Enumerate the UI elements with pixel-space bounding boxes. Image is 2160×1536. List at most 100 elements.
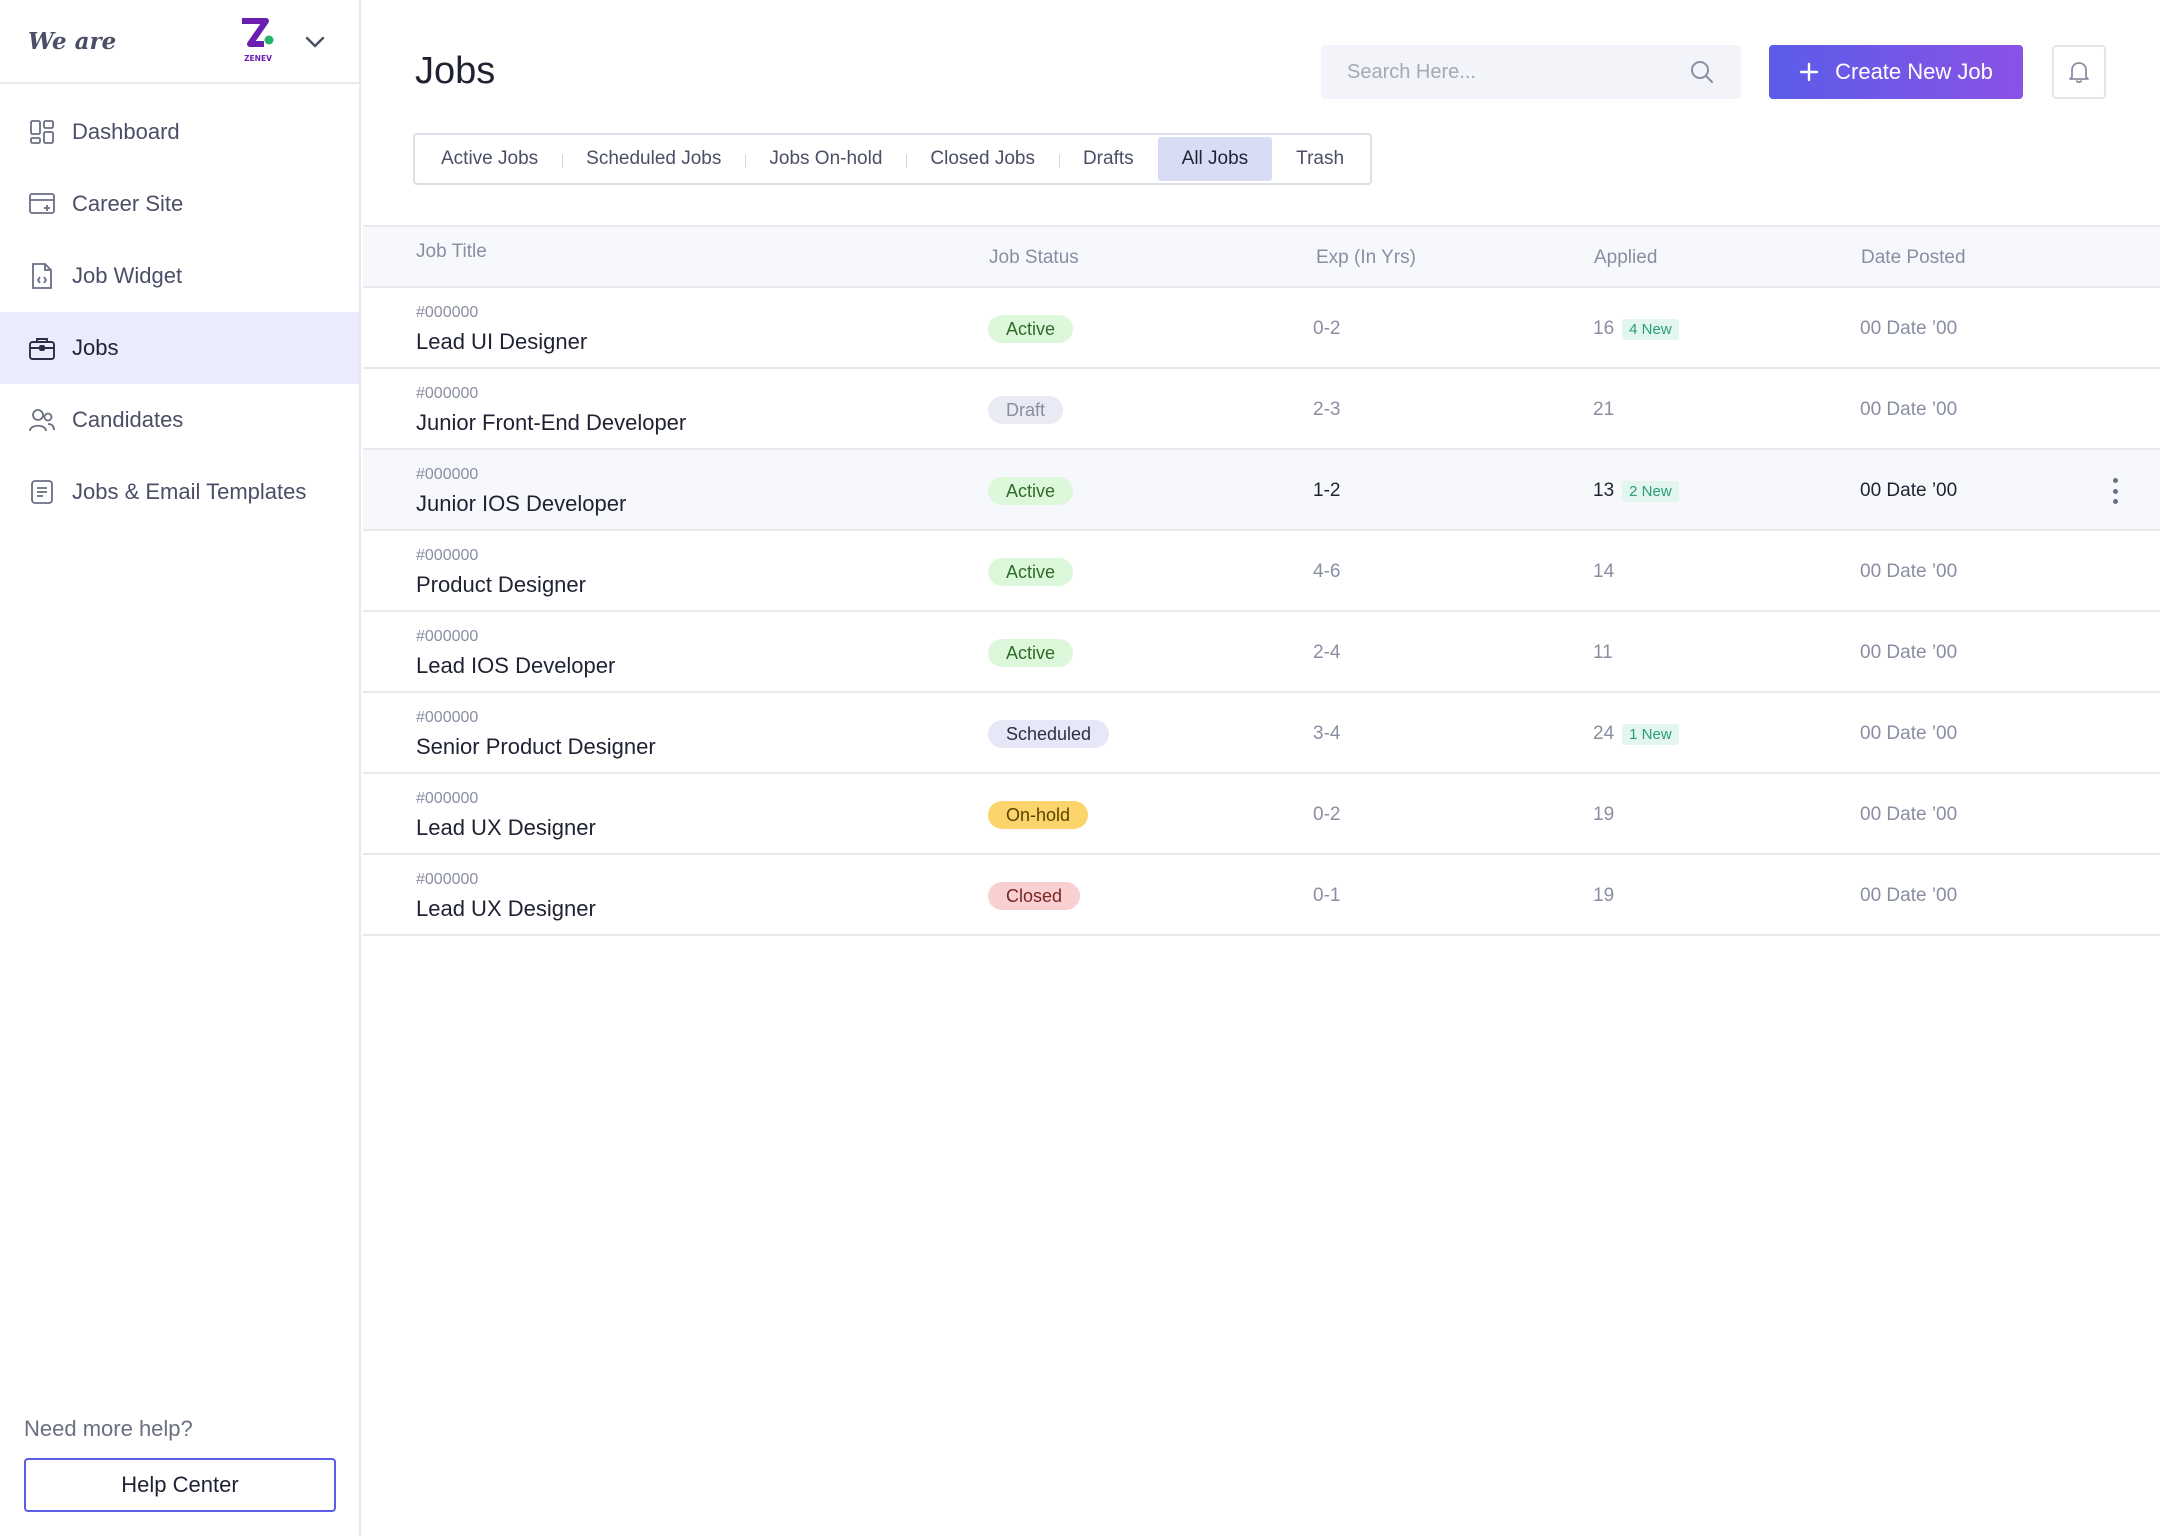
applied-count: 24 <box>1593 723 1615 744</box>
status-badge: On-hold <box>988 801 1089 829</box>
job-widget-icon <box>28 262 56 290</box>
sidebar-nav: Dashboard Career Site Job Widget Jobs <box>0 84 359 528</box>
table-row[interactable]: #000000 Product Designer Active 4-6 14 00 Dat… <box>363 531 2160 612</box>
applied-count: 19 <box>1593 885 1615 906</box>
job-id: #000000 <box>416 385 479 402</box>
search-input[interactable] <box>1347 60 1689 84</box>
sidebar-item-job-widget[interactable]: Job Widget <box>0 240 359 312</box>
experience-value: 0-2 <box>1313 804 1341 825</box>
table-row[interactable]: #000000 Senior Product Designer Scheduled 3… <box>363 693 2160 774</box>
create-new-job-label: Create New Job <box>1835 59 1993 84</box>
tab-drafts[interactable]: Drafts <box>1058 137 1158 181</box>
search-icon[interactable] <box>1689 59 1715 85</box>
sidebar-item-label: Dashboard <box>72 119 180 144</box>
column-header-date-posted[interactable]: Date Posted <box>1861 247 1966 268</box>
job-id: #000000 <box>416 628 479 645</box>
applied-count: 14 <box>1593 561 1615 582</box>
applied-cell: 11 <box>1593 642 1613 664</box>
sidebar-item-label: Candidates <box>72 407 184 432</box>
job-id: #000000 <box>416 547 479 564</box>
tab-closed-jobs[interactable]: Closed Jobs <box>906 137 1059 181</box>
table-row[interactable]: #000000 Lead IOS Developer Active 2-4 11 00 D… <box>363 612 2160 693</box>
column-header-job-title[interactable]: Job Title <box>416 241 487 262</box>
career-site-icon <box>28 190 56 218</box>
help-center-button[interactable]: Help Center <box>24 1458 336 1512</box>
experience-value: 1-2 <box>1313 480 1341 501</box>
job-title[interactable]: Lead UI Designer <box>416 329 588 354</box>
tab-active-jobs[interactable]: Active Jobs <box>441 148 539 169</box>
page-title: Jobs <box>415 50 496 92</box>
date-posted: 00 Date ’00 <box>1860 318 1958 339</box>
job-title[interactable]: Product Designer <box>416 572 586 597</box>
zenev-logo-icon: ZENEV <box>242 18 274 63</box>
brand-switcher[interactable]: We are ZENEV <box>0 0 359 84</box>
kebab-dot-icon <box>2112 488 2118 494</box>
sidebar-item-dashboard[interactable]: Dashboard <box>0 96 359 168</box>
job-title[interactable]: Senior Product Designer <box>416 734 656 759</box>
job-title[interactable]: Lead UX Designer <box>416 815 596 840</box>
experience-value: 0-2 <box>1313 318 1341 339</box>
tab-trash[interactable]: Trash <box>1296 148 1345 169</box>
table-row[interactable]: #000000 Junior IOS Developer Active 1-2 13 2 … <box>363 450 2160 531</box>
sidebar-item-jobs[interactable]: Jobs <box>0 312 359 384</box>
status-badge: Active <box>988 558 1074 586</box>
date-posted: 00 Date ’00 <box>1860 480 1958 501</box>
column-header-applied[interactable]: Applied <box>1594 247 1658 268</box>
applied-count: 11 <box>1593 642 1613 663</box>
new-applicants-badge: 4 New <box>1622 319 1679 340</box>
sidebar-item-label: Job Widget <box>72 263 183 288</box>
new-applicants-badge: 2 New <box>1622 481 1679 502</box>
job-id: #000000 <box>416 709 479 726</box>
table-row[interactable]: #000000 Lead UX Designer On-hold 0-2 19 00 Da… <box>363 774 2160 855</box>
job-id: #000000 <box>416 871 479 888</box>
sidebar-item-label: Jobs <box>72 335 119 360</box>
applied-cell: 13 2 New <box>1593 480 1679 502</box>
search-box <box>1321 45 1741 99</box>
column-header-exp[interactable]: Exp (In Yrs) <box>1316 247 1416 268</box>
job-title[interactable]: Lead IOS Developer <box>416 653 616 678</box>
experience-value: 0-1 <box>1313 885 1341 906</box>
row-more-options-button[interactable] <box>2103 474 2127 508</box>
applied-count: 13 <box>1593 480 1615 501</box>
help-text: Need more help? <box>24 1416 193 1441</box>
applied-count: 21 <box>1593 399 1615 420</box>
main-content: Jobs Create New Job Active Jobs Schedule <box>363 0 2160 1536</box>
experience-value: 2-3 <box>1313 399 1341 420</box>
tab-scheduled-jobs[interactable]: Scheduled Jobs <box>562 137 745 181</box>
job-id: #000000 <box>416 304 479 321</box>
sidebar-item-templates[interactable]: Jobs & Email Templates <box>0 456 359 528</box>
job-title[interactable]: Junior IOS Developer <box>416 491 627 516</box>
jobs-table: Job Title Job Status Exp (In Yrs) Applie… <box>363 225 2160 936</box>
date-posted: 00 Date ’00 <box>1860 399 1958 420</box>
table-row[interactable]: #000000 Lead UI Designer Active 0-2 16 4 New 0… <box>363 288 2160 369</box>
status-badge: Active <box>988 315 1074 343</box>
status-badge: Draft <box>988 396 1064 424</box>
tab-jobs-on-hold[interactable]: Jobs On-hold <box>745 137 906 181</box>
column-header-job-status[interactable]: Job Status <box>989 247 1079 268</box>
applied-cell: 19 <box>1593 885 1614 907</box>
chevron-down-icon[interactable] <box>302 30 328 54</box>
experience-value: 4-6 <box>1313 561 1341 582</box>
create-new-job-button[interactable]: Create New Job <box>1769 45 2023 99</box>
sidebar-item-candidates[interactable]: Candidates <box>0 384 359 456</box>
brand-text: We are <box>28 27 117 55</box>
job-title[interactable]: Junior Front-End Developer <box>416 410 687 435</box>
job-id: #000000 <box>416 790 479 807</box>
notifications-button[interactable] <box>2052 45 2106 99</box>
applied-cell: 24 1 New <box>1593 723 1679 745</box>
table-row[interactable]: #000000 Lead UX Designer Closed 0-1 19 00 Dat… <box>363 855 2160 936</box>
sidebar-item-career-site[interactable]: Career Site <box>0 168 359 240</box>
date-posted: 00 Date ’00 <box>1860 561 1958 582</box>
table-header: Job Title Job Status Exp (In Yrs) Applie… <box>363 225 2160 288</box>
applied-cell: 21 <box>1593 399 1614 421</box>
experience-value: 3-4 <box>1313 723 1341 744</box>
bell-icon <box>2069 62 2089 84</box>
tab-all-jobs[interactable]: All Jobs <box>1157 137 1273 181</box>
kebab-dot-icon <box>2112 478 2118 483</box>
table-row[interactable]: #000000 Junior Front-End Developer Draft 2-… <box>363 369 2160 450</box>
applied-cell: 14 <box>1593 561 1614 583</box>
job-title[interactable]: Lead UX Designer <box>416 896 596 921</box>
date-posted: 00 Date ’00 <box>1860 885 1958 906</box>
sidebar-item-label: Jobs & Email Templates <box>72 479 307 504</box>
